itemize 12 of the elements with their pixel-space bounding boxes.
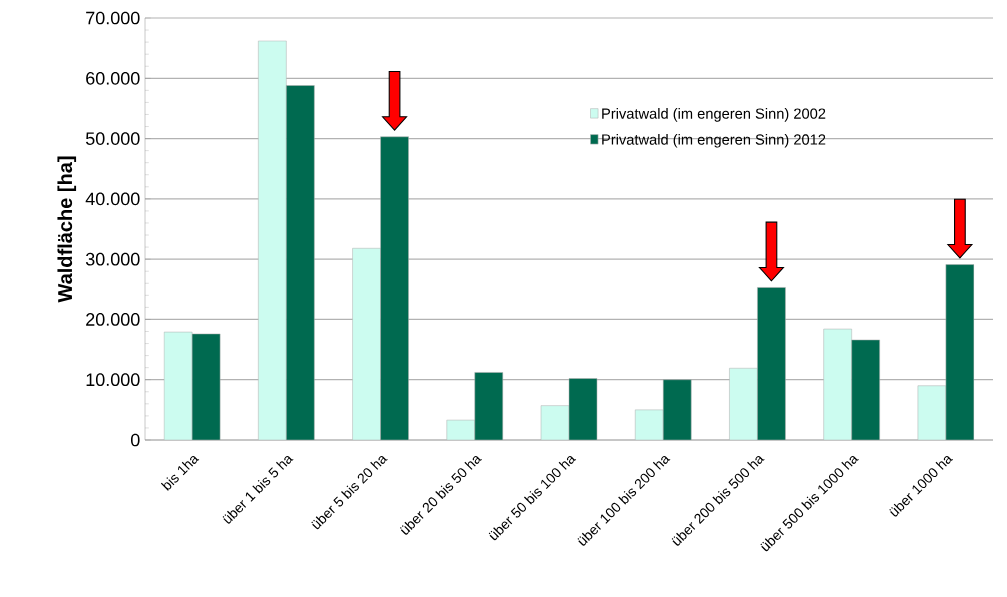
y-tick-label: 10.000 — [86, 373, 140, 387]
y-tick-label: 30.000 — [85, 252, 140, 266]
y-tick-label: 70.000 — [86, 11, 140, 25]
y-tick-label: 50.000 — [85, 132, 140, 145]
x-tick-label: bis 1ha — [160, 455, 200, 491]
y-tick-label: 60.000 — [86, 71, 140, 85]
y-tick-label: 40.000 — [85, 192, 140, 206]
y-tick-label: 20.000 — [86, 313, 140, 326]
y-axis-title: Waldfläche [ha] — [57, 156, 77, 303]
legend-label: Privatwald (im engeren Sinn) 2012 — [602, 133, 826, 148]
legend-label: Privatwald (im engeren Sinn) 2002 — [602, 108, 826, 122]
y-tick-label: 0 — [130, 433, 140, 447]
